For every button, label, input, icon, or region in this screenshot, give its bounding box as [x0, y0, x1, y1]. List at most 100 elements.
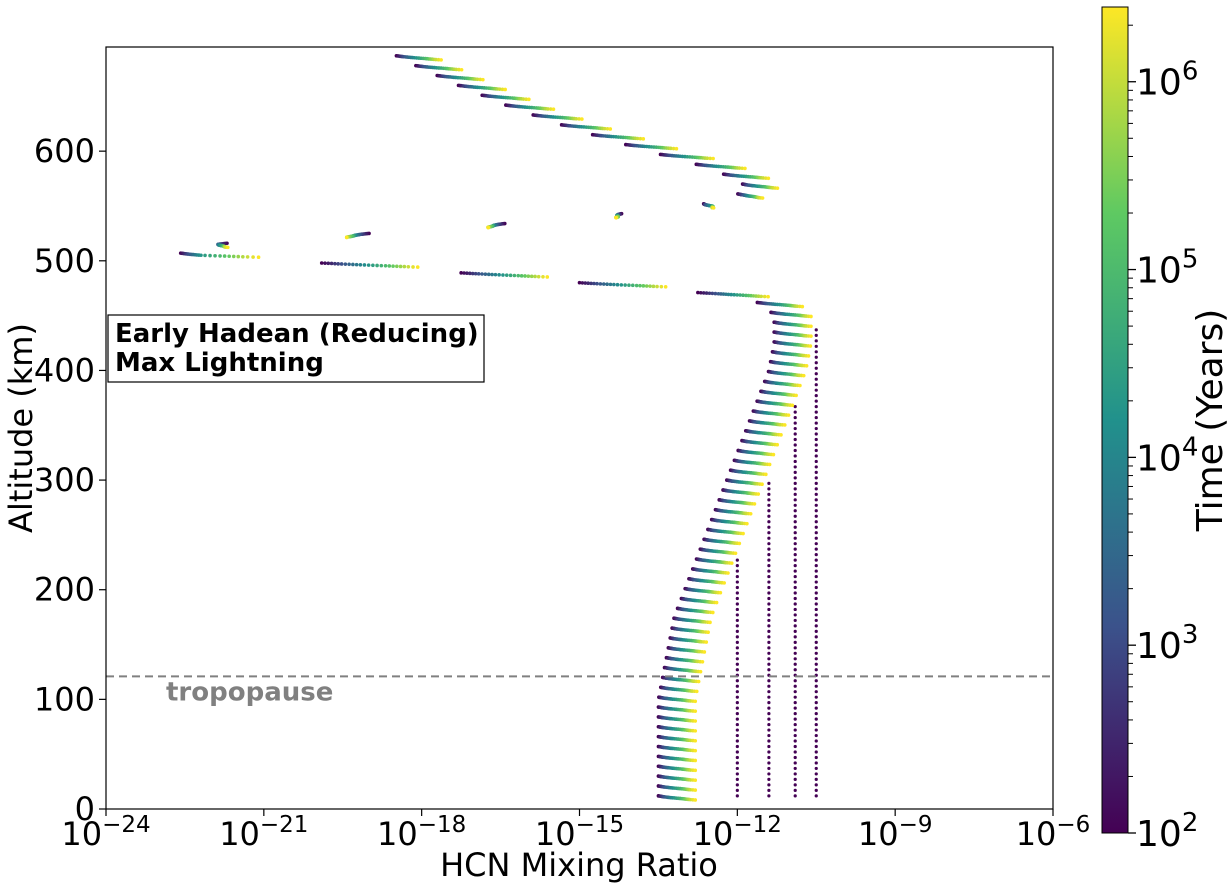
data-point: [735, 750, 739, 754]
data-point: [814, 328, 818, 332]
y-tick-label: 600: [34, 132, 95, 170]
data-point: [693, 748, 698, 753]
data-point: [764, 472, 768, 477]
data-point: [767, 558, 771, 562]
data-point: [707, 291, 712, 296]
data-point: [767, 607, 771, 612]
data-point: [638, 136, 643, 141]
data-point: [814, 591, 818, 595]
data-point: [814, 701, 818, 705]
data-point: [694, 689, 699, 694]
data-point: [700, 660, 705, 664]
data-point: [793, 569, 797, 573]
data-point: [793, 662, 797, 666]
data-point: [375, 263, 379, 268]
data-point: [814, 717, 818, 721]
data-point: [793, 635, 797, 639]
data-point: [748, 511, 753, 516]
data-point: [793, 459, 797, 464]
data-point: [766, 176, 771, 181]
data-point: [767, 733, 771, 738]
data-point: [735, 788, 739, 792]
data-point: [735, 651, 739, 655]
data-point: [486, 272, 491, 277]
data-point: [793, 481, 797, 485]
data-point: [793, 640, 797, 644]
data-point: [735, 646, 739, 650]
data-point: [752, 502, 757, 506]
data-points-layer: [178, 53, 818, 802]
data-point: [814, 728, 818, 732]
data-point: [793, 492, 797, 496]
data-point: [527, 97, 531, 102]
colorbar-label: Time (Years): [1190, 309, 1231, 533]
data-point: [415, 265, 420, 269]
data-point: [793, 733, 797, 738]
data-point: [767, 750, 771, 754]
y-tick-label: 0: [75, 790, 95, 828]
data-point: [614, 215, 618, 220]
data-point: [767, 624, 771, 628]
data-point: [814, 706, 818, 710]
data-point: [814, 372, 818, 376]
data-point: [767, 651, 771, 655]
data-point: [814, 690, 818, 694]
data-point: [726, 571, 730, 575]
data-point: [793, 520, 797, 524]
data-point: [814, 377, 818, 381]
y-tick-label: 100: [34, 680, 95, 718]
data-point: [767, 525, 771, 529]
data-point: [735, 607, 739, 612]
data-point: [478, 77, 483, 82]
data-point: [793, 706, 797, 710]
data-point: [793, 503, 797, 507]
data-point: [814, 542, 818, 546]
data-point: [729, 292, 734, 297]
data-point: [814, 361, 818, 365]
data-point: [761, 176, 765, 180]
data-point: [436, 57, 441, 62]
data-point: [651, 284, 656, 289]
data-point: [545, 275, 550, 279]
data-point: [800, 304, 805, 309]
data-point: [371, 263, 375, 268]
data-point: [612, 282, 616, 287]
data-point: [480, 272, 484, 276]
data-point: [589, 281, 593, 286]
data-point: [814, 750, 818, 754]
data-point: [760, 482, 764, 486]
data-point: [735, 783, 739, 787]
data-point: [793, 465, 797, 469]
data-point: [411, 265, 415, 269]
data-point: [336, 262, 340, 266]
data-point: [814, 558, 818, 562]
data-point: [793, 744, 797, 749]
data-point: [738, 293, 742, 297]
data-point: [735, 569, 739, 573]
data-point: [546, 107, 550, 111]
data-point: [735, 640, 739, 644]
data-point: [767, 635, 771, 639]
data-point: [655, 284, 659, 289]
data-point: [793, 613, 797, 617]
data-point: [767, 542, 771, 546]
data-point: [735, 712, 739, 716]
data-point: [814, 405, 818, 409]
data-point: [814, 509, 818, 513]
data-point: [735, 794, 739, 798]
data-point: [693, 768, 698, 773]
data-point: [801, 373, 806, 378]
data-point: [767, 788, 771, 792]
data-point: [814, 547, 818, 551]
x-tick-label: 10−6: [1016, 812, 1091, 853]
data-point: [814, 333, 818, 337]
data-point: [733, 551, 738, 556]
data-point: [793, 448, 797, 453]
data-point: [767, 772, 771, 776]
data-point: [701, 291, 706, 295]
data-point: [767, 580, 771, 584]
data-point: [199, 253, 203, 258]
data-point: [391, 264, 395, 268]
data-point: [814, 448, 818, 453]
data-point: [551, 107, 556, 112]
